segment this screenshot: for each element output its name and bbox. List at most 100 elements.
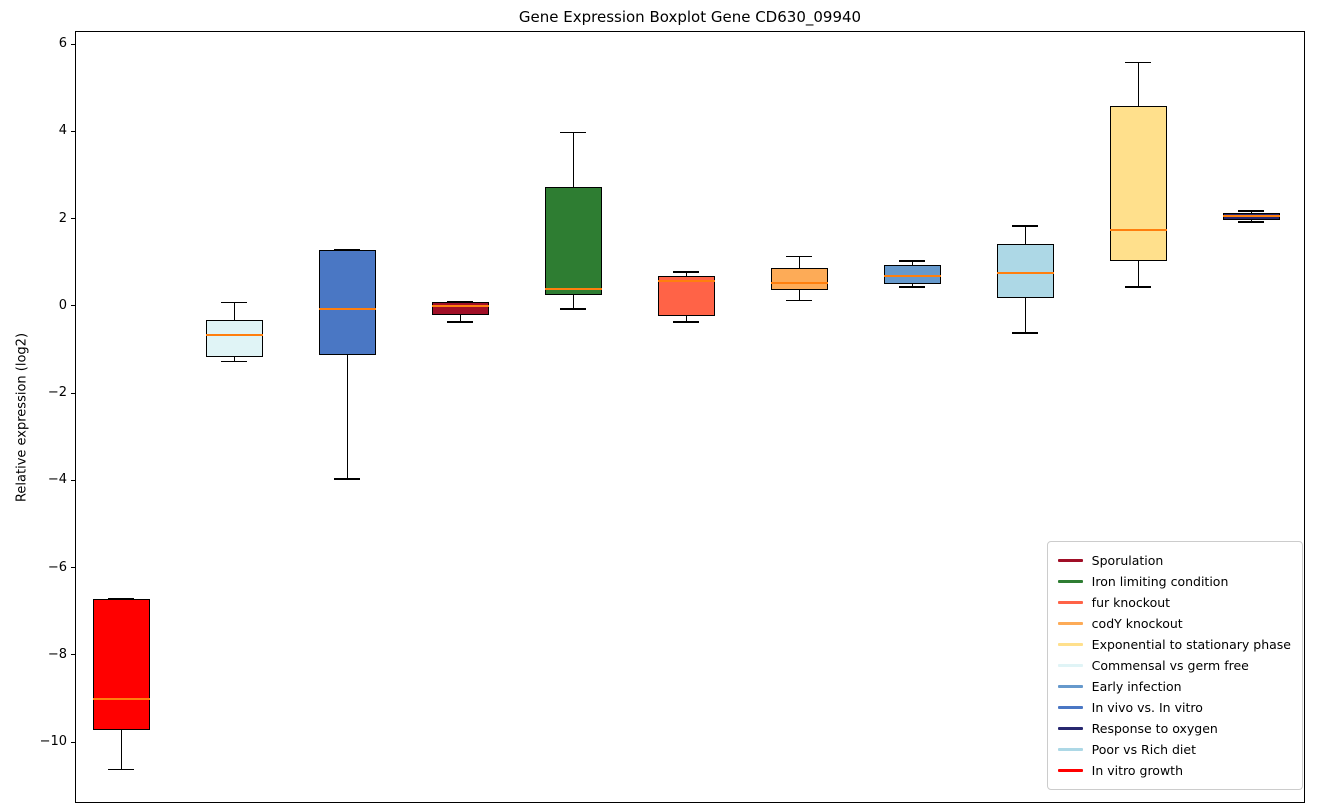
legend-item: Commensal vs germ free [1057,655,1291,676]
y-tick-label: −10 [39,734,67,750]
legend-item: Exponential to stationary phase [1057,634,1291,655]
whisker-upper [1250,210,1252,214]
median-line [883,275,941,278]
legend-item: Sporulation [1057,550,1291,571]
y-tick-mark [71,218,75,220]
legend: Sporulation Iron limiting condition fur kn… [1046,541,1303,790]
whisker-lower [1250,219,1252,222]
whisker-lower [233,357,235,362]
legend-label: Poor vs Rich diet [1091,742,1196,757]
whisker-upper [685,271,687,277]
median-line [92,698,150,701]
legend-label: codY knockout [1091,616,1183,631]
whisker-cap-upper [447,300,473,303]
median-line [544,287,602,290]
whisker-lower [346,354,348,480]
box [657,276,715,316]
y-tick-label: 0 [58,297,67,313]
y-tick-mark [71,567,75,569]
whisker-cap-lower [673,321,699,323]
legend-item: In vivo vs. In vitro [1057,697,1291,718]
median-line [770,281,828,284]
y-tick-mark [71,305,75,307]
box [544,186,602,295]
whisker-lower [1024,298,1026,333]
whisker-lower [798,290,800,301]
y-tick-label: −6 [47,559,67,575]
whisker-cap-lower [1012,332,1038,334]
legend-item: Poor vs Rich diet [1057,739,1291,760]
whisker-cap-lower [108,768,134,771]
median-line [996,271,1054,274]
whisker-cap-upper [1238,210,1264,212]
whisker-cap-upper [899,260,925,262]
legend-swatch [1057,727,1083,730]
y-tick-label: 6 [58,36,67,52]
whisker-cap-lower [221,360,247,363]
legend-item: Early infection [1057,676,1291,697]
box [205,319,263,357]
box [996,243,1054,299]
whisker-cap-upper [560,131,586,134]
y-tick-label: −8 [47,646,67,662]
median-line [1109,229,1167,232]
median-line [318,308,376,311]
legend-swatch [1057,559,1083,562]
whisker-upper [1024,226,1026,244]
legend-swatch [1057,580,1083,583]
whisker-cap-lower [334,478,360,480]
legend-item: Response to oxygen [1057,718,1291,739]
y-tick-mark [71,130,75,132]
whisker-cap-lower [1238,221,1264,223]
y-tick-mark [71,392,75,394]
whisker-lower [459,314,461,323]
y-tick-label: 4 [58,123,67,139]
legend-label: In vitro growth [1091,763,1184,778]
whisker-cap-upper [673,271,699,273]
whisker-lower [120,730,122,770]
legend-swatch [1057,685,1083,688]
whisker-upper [798,256,800,268]
box [318,250,376,355]
box [770,267,828,291]
whisker-cap-upper [1012,225,1038,227]
whisker-cap-lower [447,321,473,323]
whisker-cap-lower [786,299,812,302]
legend-swatch [1057,643,1083,646]
median-line [205,334,263,337]
median-line [657,279,715,282]
whisker-upper [1137,62,1139,107]
legend-item: Iron limiting condition [1057,571,1291,592]
y-tick-mark [71,654,75,656]
legend-label: Response to oxygen [1091,721,1218,736]
legend-item: In vitro growth [1057,760,1291,781]
legend-swatch [1057,664,1083,667]
box [883,265,941,285]
legend-label: Sporulation [1091,553,1164,568]
whisker-lower [911,284,913,288]
whisker-upper [572,132,574,187]
legend-item: fur knockout [1057,592,1291,613]
whisker-cap-upper [786,255,812,258]
whisker-lower [685,315,687,323]
legend-label: Early infection [1091,679,1182,694]
legend-swatch [1057,748,1083,751]
legend-label: Commensal vs germ free [1091,658,1249,673]
median-line [1222,215,1280,218]
y-tick-mark [71,741,75,743]
legend-label: In vivo vs. In vitro [1091,700,1203,715]
box [1109,106,1167,262]
whisker-lower [1137,261,1139,288]
legend-label: Iron limiting condition [1091,574,1229,589]
y-tick-mark [71,479,75,481]
legend-swatch [1057,706,1083,709]
whisker-cap-lower [560,308,586,310]
whisker-upper [911,261,913,266]
legend-swatch [1057,601,1083,604]
median-line [431,304,489,307]
y-tick-mark [71,43,75,45]
whisker-lower [572,294,574,310]
y-tick-label: 2 [58,210,67,226]
legend-swatch [1057,622,1083,625]
